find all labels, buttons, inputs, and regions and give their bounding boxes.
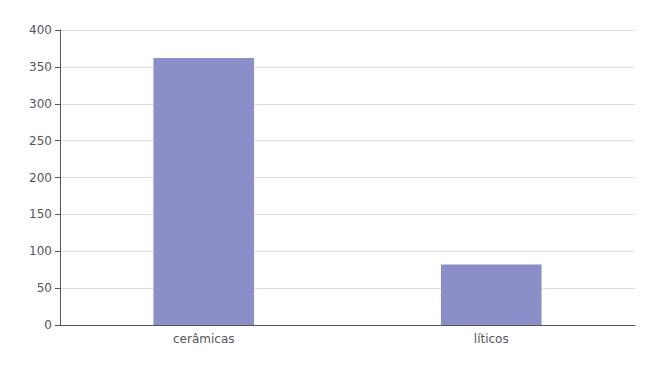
svg-text:50: 50 [37, 281, 52, 295]
svg-text:0: 0 [44, 318, 52, 332]
svg-text:350: 350 [29, 60, 52, 74]
svg-text:cerâmicas: cerâmicas [173, 332, 235, 346]
svg-text:400: 400 [29, 23, 52, 37]
svg-text:líticos: líticos [474, 332, 509, 346]
svg-text:250: 250 [29, 134, 52, 148]
svg-text:150: 150 [29, 207, 52, 221]
svg-text:100: 100 [29, 244, 52, 258]
svg-text:200: 200 [29, 171, 52, 185]
svg-text:300: 300 [29, 97, 52, 111]
